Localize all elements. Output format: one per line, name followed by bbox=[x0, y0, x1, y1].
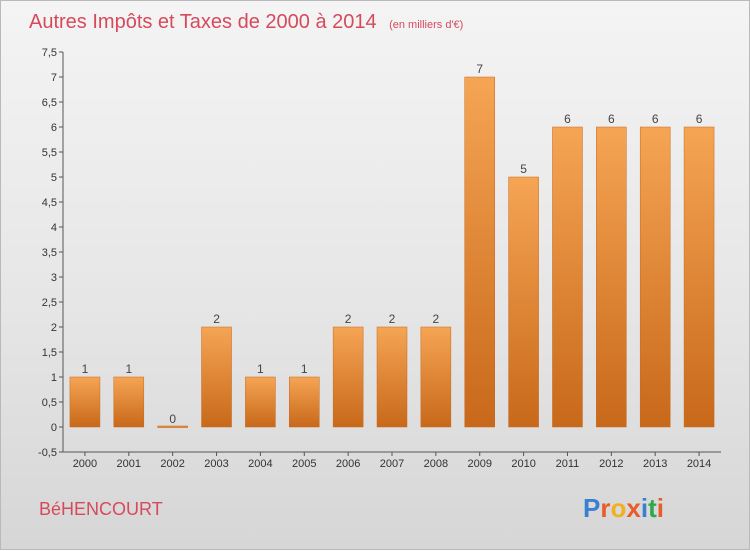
bar bbox=[420, 326, 452, 428]
chart-title-group: Autres Impôts et Taxes de 2000 à 2014 (e… bbox=[29, 11, 463, 33]
brand-letter: r bbox=[600, 493, 610, 523]
x-tick-label: 2001 bbox=[117, 458, 141, 470]
brand-letter: x bbox=[626, 493, 641, 523]
x-tick-label: 2010 bbox=[511, 458, 535, 470]
y-tick-label: 0,5 bbox=[42, 397, 57, 409]
brand-letter: o bbox=[610, 493, 626, 523]
x-tick-label: 2008 bbox=[424, 458, 448, 470]
bar bbox=[552, 126, 583, 428]
x-tick-label: 2005 bbox=[292, 458, 316, 470]
y-tick-label: 2 bbox=[51, 322, 57, 334]
y-tick-label: 7,5 bbox=[42, 47, 57, 59]
bar bbox=[157, 425, 188, 428]
y-tick-label: 6,5 bbox=[42, 97, 57, 109]
x-tick-label: 2012 bbox=[599, 458, 623, 470]
bar bbox=[289, 376, 320, 428]
bar bbox=[508, 176, 539, 428]
x-tick-label: 2006 bbox=[336, 458, 360, 470]
proxiti-logo[interactable]: Proxiti bbox=[583, 493, 664, 523]
bar-value-label: 1 bbox=[301, 362, 308, 376]
y-tick-label: 1 bbox=[51, 372, 57, 384]
y-tick-label: 3,5 bbox=[42, 247, 57, 259]
bar-value-label: 7 bbox=[476, 62, 483, 76]
y-tick-label: 6 bbox=[51, 122, 57, 134]
bar bbox=[376, 326, 408, 428]
bar bbox=[683, 126, 715, 428]
axes: -0,5 0 0,5 1 1,5 2 2,5 3 3,5 4 4,5 5 5,5 6 6,5 7 7,5 2000… bbox=[38, 47, 721, 470]
x-tick-label: 2011 bbox=[556, 458, 580, 470]
y-tick-label: 5,5 bbox=[42, 147, 57, 159]
y-tick-label: 3 bbox=[51, 272, 57, 284]
bar bbox=[464, 76, 495, 428]
bar bbox=[69, 376, 101, 428]
y-tick-label: 4,5 bbox=[42, 197, 57, 209]
bar-value-label: 6 bbox=[696, 112, 703, 126]
brand-letter: P bbox=[583, 493, 600, 523]
bar-value-label: 2 bbox=[345, 312, 352, 326]
bar-value-label: 2 bbox=[433, 312, 440, 326]
y-tick-label: 4 bbox=[51, 222, 57, 234]
bar-value-label: 5 bbox=[520, 162, 527, 176]
bar bbox=[639, 126, 671, 428]
brand-letter: i bbox=[641, 493, 648, 523]
x-tick-label: 2003 bbox=[204, 458, 228, 470]
bar-value-label: 1 bbox=[82, 362, 89, 376]
y-tick-label: 0 bbox=[51, 422, 57, 434]
bar-value-label: 6 bbox=[652, 112, 659, 126]
commune-name: BéHENCOURT bbox=[39, 499, 163, 519]
bar-value-label: 6 bbox=[564, 112, 571, 126]
bar bbox=[201, 326, 232, 428]
bar bbox=[245, 376, 276, 428]
y-tick-label: 5 bbox=[51, 172, 57, 184]
x-tick-label: 2014 bbox=[687, 458, 711, 470]
bar bbox=[332, 326, 364, 428]
chart-title: Autres Impôts et Taxes de 2000 à 2014 bbox=[29, 11, 377, 33]
brand-letter: t bbox=[648, 493, 657, 523]
bar-value-label: 1 bbox=[125, 362, 132, 376]
x-tick-label: 2000 bbox=[73, 458, 97, 470]
y-tick-label: 7 bbox=[51, 72, 57, 84]
bar-value-label: 6 bbox=[608, 112, 615, 126]
bar-value-label: 2 bbox=[389, 312, 396, 326]
y-tick-label: 2,5 bbox=[42, 297, 57, 309]
bar bbox=[596, 126, 627, 428]
x-tick-label: 2007 bbox=[380, 458, 404, 470]
chart-subtitle: (en milliers d'€) bbox=[389, 19, 463, 31]
y-tick-label: -0,5 bbox=[38, 447, 57, 459]
x-tick-label: 2013 bbox=[643, 458, 667, 470]
x-tick-label: 2004 bbox=[248, 458, 272, 470]
bar-value-label: 1 bbox=[257, 362, 264, 376]
x-tick-label: 2002 bbox=[160, 458, 184, 470]
x-tick-label: 2009 bbox=[467, 458, 491, 470]
bar bbox=[113, 376, 145, 428]
y-tick-label: 1,5 bbox=[42, 347, 57, 359]
brand-letter: i bbox=[657, 493, 664, 523]
bar-value-label: 2 bbox=[213, 312, 220, 326]
bar-value-label: 0 bbox=[169, 412, 176, 426]
bars: 1 1 0 2 1 1 2 2 2 7 5 6 6 6 6 bbox=[69, 62, 715, 428]
